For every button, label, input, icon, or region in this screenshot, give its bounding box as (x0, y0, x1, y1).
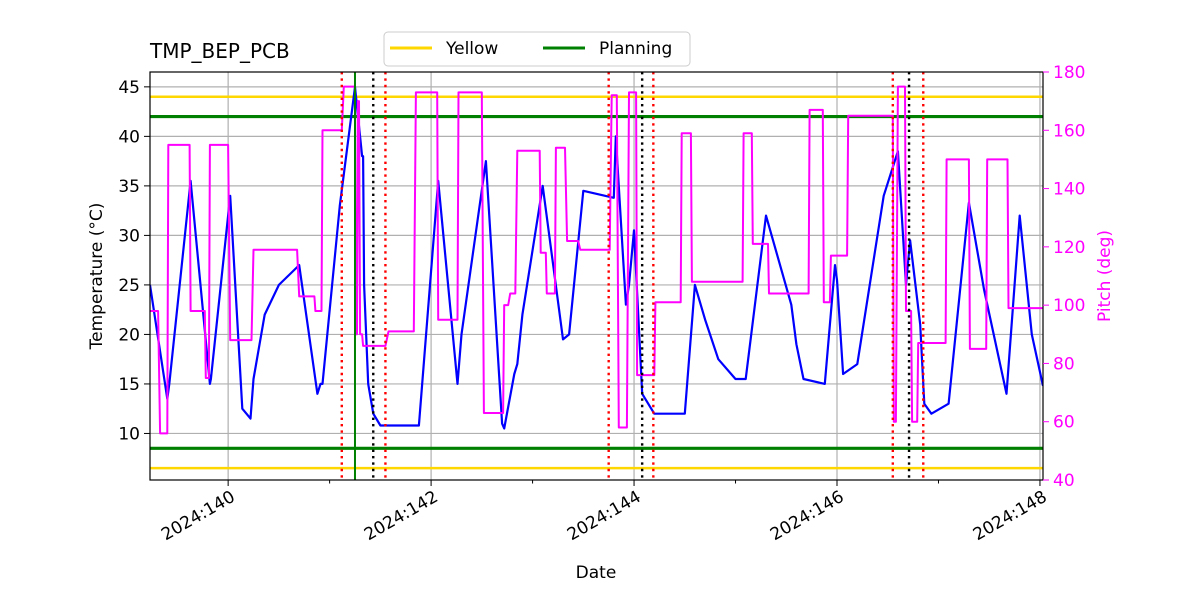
y-axis-label: Temperature (°C) (87, 203, 107, 351)
legend: Yellow Planning (383, 31, 691, 67)
y2-axis-label: Pitch (deg) (1095, 230, 1115, 322)
y2-tick-label: 60 (1053, 413, 1075, 433)
y2-tick-label: 180 (1053, 63, 1085, 83)
temperature-series-line (150, 85, 1043, 430)
legend-box (383, 31, 691, 67)
y2-tick-label: 80 (1053, 354, 1075, 374)
x-axis-label: Date (576, 563, 617, 583)
data-series (150, 85, 1043, 435)
x-axis-ticks: 2024:140 2024:142 2024:144 2024:146 2024:148 (158, 480, 1050, 545)
y-tick-label: 40 (118, 127, 140, 147)
x-tick-label: 2024:142 (361, 487, 442, 545)
x-tick-label: 2024:144 (564, 487, 645, 545)
y-tick-label: 10 (118, 424, 140, 444)
y-tick-label: 20 (118, 325, 140, 345)
legend-yellow-label: Yellow (445, 39, 498, 59)
y2-tick-label: 40 (1053, 471, 1075, 491)
y-tick-label: 15 (118, 375, 140, 395)
y2-tick-label: 160 (1053, 121, 1085, 141)
plot-frame (149, 71, 1044, 481)
chart-title: TMP_BEP_PCB (149, 39, 290, 63)
y2-axis-ticks: 40 60 80 100 120 140 160 180 (1043, 63, 1085, 491)
x-tick-label: 2024:140 (158, 487, 239, 545)
pitch-series-line (150, 85, 1043, 435)
legend-planning-label: Planning (599, 39, 672, 59)
x-tick-label: 2024:146 (767, 487, 848, 545)
y2-tick-label: 100 (1053, 296, 1085, 316)
y-tick-label: 45 (118, 78, 140, 98)
y2-tick-label: 140 (1053, 180, 1085, 200)
y-tick-label: 35 (118, 177, 140, 197)
limit-lines (150, 95, 1043, 470)
x-tick-label: 2024:148 (970, 487, 1051, 545)
y-tick-label: 25 (118, 276, 140, 296)
y-tick-label: 30 (118, 226, 140, 246)
y-axis-ticks: 10 15 20 25 30 35 40 45 (118, 78, 150, 444)
event-markers (340, 72, 925, 480)
y2-tick-label: 120 (1053, 238, 1085, 258)
